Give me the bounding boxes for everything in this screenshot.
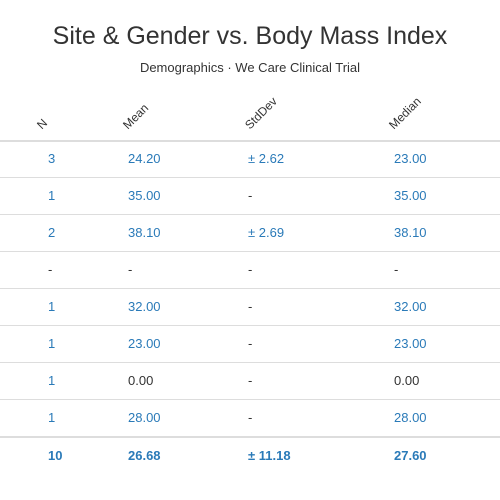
cell-mean[interactable]: 32.00 [128, 299, 161, 314]
column-header-mean: Mean [120, 100, 250, 140]
cell-median[interactable]: 27.60 [394, 448, 427, 463]
chart-subtitle: Demographics · We Care Clinical Trial [139, 60, 361, 75]
cell-median[interactable]: 23.00 [394, 151, 427, 166]
cell-mean: 0.00 [128, 373, 154, 388]
table-row: 1 32.00 - 32.00 [0, 289, 500, 326]
cell-n[interactable]: 1 [48, 373, 56, 388]
table-row: 1 28.00 - 28.00 [0, 400, 500, 437]
table-row: 1 0.00 - 0.00 [0, 363, 500, 400]
cell-median[interactable]: 32.00 [394, 299, 427, 314]
cell-median: - [394, 262, 399, 277]
cell-n[interactable]: 1 [48, 410, 56, 425]
cell-stddev: - [248, 188, 253, 203]
cell-mean: - [128, 262, 133, 277]
table-row: ---- [0, 252, 500, 289]
cell-mean[interactable]: 24.20 [128, 151, 161, 166]
table-row: 2 38.10 ± 2.69 38.10 [0, 215, 500, 252]
cell-n[interactable]: 10 [48, 448, 63, 463]
cell-stddev[interactable]: ± 2.62 [248, 151, 285, 166]
table-row: 1 23.00 - 23.00 [0, 326, 500, 363]
cell-stddev[interactable]: ± 2.69 [248, 225, 285, 240]
chart-title: Site & Gender vs. Body Mass Index [52, 22, 448, 50]
column-header-label: N [34, 115, 51, 132]
cell-mean[interactable]: 28.00 [128, 410, 161, 425]
cell-n[interactable]: 1 [48, 299, 56, 314]
cell-n: - [48, 262, 53, 277]
cell-stddev: - [248, 299, 253, 314]
cell-n[interactable]: 3 [48, 151, 56, 166]
cell-median[interactable]: 28.00 [394, 410, 427, 425]
cell-mean[interactable]: 23.00 [128, 336, 161, 351]
cell-n[interactable]: 1 [48, 188, 56, 203]
cell-mean[interactable]: 38.10 [128, 225, 161, 240]
cell-stddev: - [248, 262, 253, 277]
cell-stddev: - [248, 336, 253, 351]
table-body: 3 24.20 ± 2.62 23.00 1 35.00 - 35.00 2 38.10 ± 2.6… [0, 141, 500, 474]
table-row: 1 35.00 - 35.00 [0, 178, 500, 215]
cell-median[interactable]: 38.10 [394, 225, 427, 240]
cell-stddev: - [248, 410, 253, 425]
column-header-median: Median [386, 94, 500, 140]
header-divider [0, 140, 500, 142]
cell-n[interactable]: 2 [48, 225, 56, 240]
cell-stddev: - [248, 373, 253, 388]
cell-n[interactable]: 1 [48, 336, 56, 351]
cell-median: 0.00 [394, 373, 420, 388]
table-row: 3 24.20 ± 2.62 23.00 [0, 141, 500, 178]
cell-median[interactable]: 35.00 [394, 188, 427, 203]
column-header-label: Median [386, 94, 424, 132]
cell-mean[interactable]: 35.00 [128, 188, 161, 203]
cell-stddev[interactable]: ± 11.18 [248, 448, 291, 463]
table-total-row: 10 26.68 ± 11.18 27.60 [0, 437, 500, 474]
cell-mean[interactable]: 26.68 [128, 448, 161, 463]
cell-median[interactable]: 23.00 [394, 336, 427, 351]
column-header-stddev: StdDev [242, 94, 372, 140]
